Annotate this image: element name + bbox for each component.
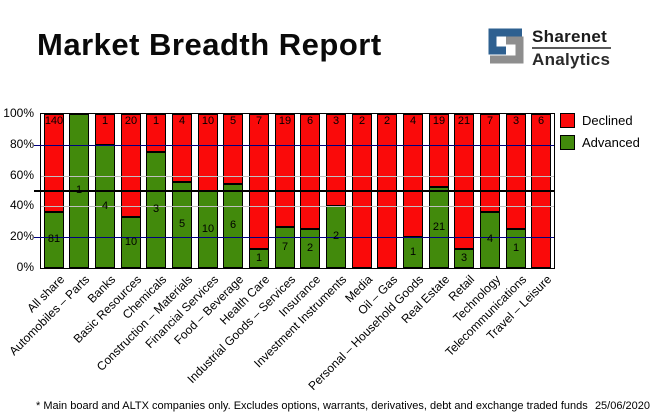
bar-value-declined: 5	[229, 115, 237, 127]
y-tick-label: 40%	[9, 198, 34, 213]
bar-segment-declined	[275, 114, 295, 227]
bar-segment-declined	[95, 114, 115, 145]
bar-segment-advanced	[480, 212, 500, 268]
bar-segment-declined	[403, 114, 423, 237]
bar-value-advanced: 4	[101, 199, 109, 212]
bar-value-advanced: 1	[512, 241, 520, 254]
bar-value-advanced: 3	[460, 251, 468, 264]
bar-segment-advanced	[172, 182, 192, 268]
bar-value-advanced: 2	[306, 241, 314, 254]
bar-value-advanced: 3	[152, 203, 160, 215]
sharenet-logo: Sharenet Analytics	[486, 26, 611, 69]
gridline-gray	[41, 175, 554, 177]
bar-segment-declined	[121, 114, 141, 217]
bar-segment-advanced	[249, 249, 269, 268]
bar-segment-declined	[300, 114, 320, 229]
bar-segment-advanced	[300, 229, 320, 268]
bar-segment-advanced	[506, 229, 526, 268]
bar-value-declined: 4	[409, 115, 417, 127]
bar-segment-advanced	[454, 249, 474, 268]
legend: Declined Advanced	[560, 112, 640, 156]
bar-segment-declined	[223, 114, 243, 184]
fifty-percent-reference-line	[34, 190, 554, 192]
bar-value-advanced: 7	[281, 240, 289, 253]
gridline-gray	[41, 206, 554, 208]
report-date: 25/06/2020	[594, 400, 650, 412]
bar-value-advanced: 81	[47, 233, 61, 245]
bar-value-advanced: 1	[255, 251, 263, 264]
bar-value-declined: 6	[306, 115, 314, 127]
logo-line-analytics: Analytics	[532, 50, 611, 69]
gridline-navy	[34, 237, 554, 239]
bar-segment-declined	[44, 114, 64, 212]
bar-value-declined: 2	[358, 115, 366, 127]
plot-area: 140 81 1 1 4 20 10 1 3 4 5 10 10 5 6 7 1 19 7 6 2 3 2 2 2 4 1 19 21 2…	[34, 113, 555, 269]
bar-segment-declined	[506, 114, 526, 229]
bar-value-advanced: 4	[486, 233, 494, 245]
y-tick-label: 60%	[9, 167, 34, 182]
bar-value-declined: 3	[332, 115, 340, 127]
bar-segment-advanced	[223, 184, 243, 268]
sharenet-logo-text: Sharenet Analytics	[532, 27, 611, 69]
declined-swatch-icon	[560, 112, 575, 128]
bar-value-advanced: 6	[229, 219, 237, 231]
bar-value-declined: 20	[124, 115, 138, 127]
bar-segment-declined	[480, 114, 500, 212]
gridline-navy	[34, 144, 554, 146]
sharenet-logo-icon	[488, 28, 524, 64]
bar-value-advanced: 10	[201, 222, 215, 235]
bar-value-declined: 4	[178, 115, 186, 127]
bar-value-declined: 7	[486, 115, 494, 127]
bar-value-declined: 140	[44, 115, 64, 127]
bar-value-advanced: 21	[432, 220, 446, 233]
bar-value-advanced: 2	[332, 230, 340, 242]
y-tick-label: 100%	[3, 106, 34, 120]
bar-value-declined: 19	[432, 115, 446, 127]
bar-segment-declined	[172, 114, 192, 182]
y-tick-label: 80%	[9, 136, 34, 151]
bar-value-declined: 1	[152, 115, 160, 127]
bar-value-declined: 3	[512, 115, 520, 127]
bar-value-advanced: 1	[409, 245, 417, 258]
bar-value-declined: 19	[278, 115, 292, 127]
legend-label: Declined	[582, 112, 633, 128]
bar-value-declined: 7	[255, 115, 263, 127]
bar-segment-advanced	[44, 212, 64, 268]
bar-value-advanced: 1	[75, 184, 83, 196]
page-title: Market Breadth Report	[37, 27, 382, 62]
bar-segment-advanced	[121, 217, 141, 268]
y-tick-label: 20%	[9, 229, 34, 244]
bar-value-declined: 10	[201, 115, 215, 127]
bar-value-declined: 6	[537, 115, 545, 127]
y-tick-label: 0%	[16, 260, 34, 274]
bar-segment-declined	[146, 114, 166, 152]
bar-segment-advanced	[146, 152, 166, 268]
bar-value-declined: 21	[457, 115, 471, 127]
bar-segment-declined	[429, 114, 449, 187]
bar-segment-declined	[326, 114, 346, 206]
bar-segment-declined	[249, 114, 269, 249]
bar-segment-declined	[454, 114, 474, 249]
logo-divider	[532, 47, 611, 49]
footnote-text: * Main board and ALTX companies only. Ex…	[36, 400, 588, 412]
bar-value-declined: 1	[101, 115, 109, 127]
legend-item: Declined	[560, 112, 640, 128]
logo-line-sharenet: Sharenet	[532, 27, 608, 46]
bar-value-advanced: 10	[124, 235, 138, 248]
bar-value-declined: 2	[383, 115, 391, 127]
legend-label: Advanced	[582, 134, 640, 150]
bar-value-advanced: 5	[178, 218, 186, 230]
advanced-swatch-icon	[560, 134, 575, 150]
legend-item: Advanced	[560, 134, 640, 150]
